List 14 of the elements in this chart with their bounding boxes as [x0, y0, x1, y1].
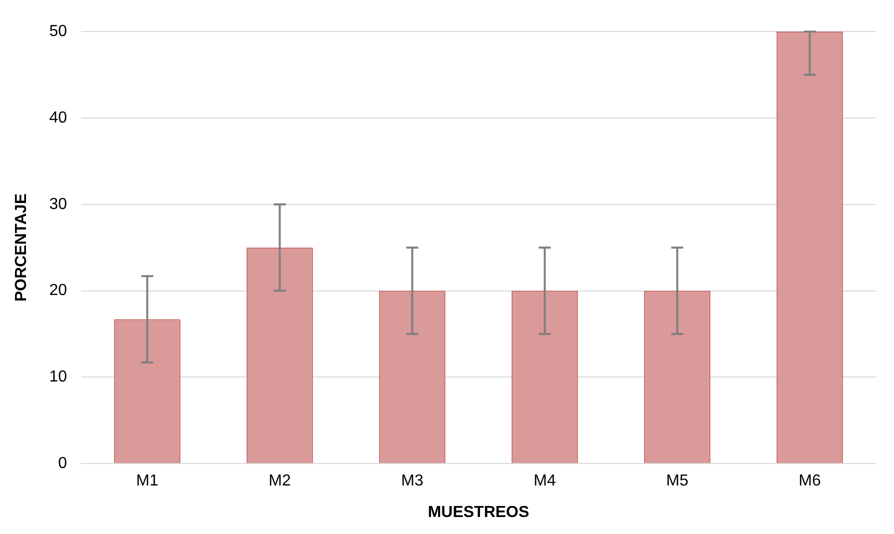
x-axis-title: MUESTREOS — [428, 504, 530, 521]
y-tick-label: 0 — [58, 455, 68, 472]
y-tick-label: 40 — [49, 109, 68, 126]
x-tick-label: M1 — [136, 472, 158, 490]
x-tick-label: M3 — [401, 472, 424, 490]
y-tick-label: 50 — [49, 23, 68, 40]
y-tick-label: 10 — [49, 368, 68, 386]
y-tick-label: 20 — [49, 282, 68, 300]
x-tick-label: M4 — [534, 472, 556, 490]
y-axis-title: PORCENTAJE — [13, 193, 30, 302]
x-tick-label: M5 — [666, 472, 688, 490]
y-tick-label: 30 — [49, 196, 68, 213]
x-tick-label: M6 — [798, 472, 821, 490]
x-tick-label: M2 — [268, 472, 291, 490]
